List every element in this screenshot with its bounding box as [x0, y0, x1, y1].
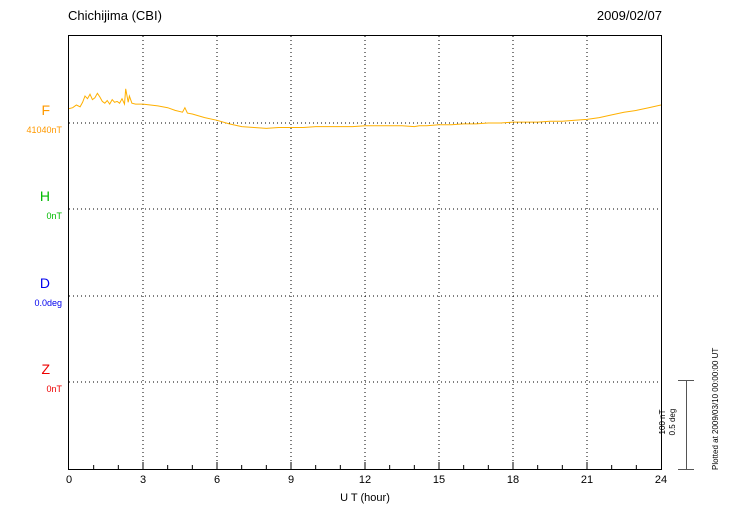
x-tick-label: 6: [213, 474, 221, 486]
channel-baseline-value-h: 0nT: [46, 211, 62, 221]
f-trace: [69, 88, 661, 129]
channel-label-h: H: [39, 188, 50, 204]
channel-baseline-value-d: 0.0deg: [34, 298, 62, 308]
station-title: Chichijima (CBI): [68, 8, 162, 23]
channel-baseline-value-f: 41040nT: [26, 125, 62, 135]
x-tick-label: 3: [139, 474, 147, 486]
x-tick-label: 18: [506, 474, 520, 486]
plot-canvas: [69, 36, 661, 469]
channel-label-f: F: [41, 102, 50, 118]
x-tick-label: 15: [432, 474, 446, 486]
x-axis-label: U T (hour): [340, 492, 390, 504]
scale-bar-label-nt: 100 nT: [658, 409, 667, 435]
scale-bar-bottom-cap: [678, 469, 694, 470]
x-tick-label: 12: [358, 474, 372, 486]
scale-bar-top-cap: [678, 380, 694, 381]
scale-bar-label-deg: 0.5 deg: [668, 408, 677, 436]
scale-bar-label: 100 nT 0.5 deg: [658, 392, 678, 452]
x-tick-label: 0: [65, 474, 73, 486]
channel-label-z: Z: [41, 361, 50, 377]
channel-baseline-value-z: 0nT: [46, 384, 62, 394]
plot-area: [68, 35, 662, 470]
observation-date: 2009/02/07: [596, 8, 662, 23]
channel-label-d: D: [39, 275, 50, 291]
x-tick-label: 21: [580, 474, 594, 486]
scale-bar-vertical-line: [686, 380, 687, 470]
x-tick-label: 9: [287, 474, 295, 486]
x-tick-label: 24: [654, 474, 668, 486]
plotted-at-note: Plotted at 2009/03/10 00:00:00 UT: [711, 347, 720, 470]
